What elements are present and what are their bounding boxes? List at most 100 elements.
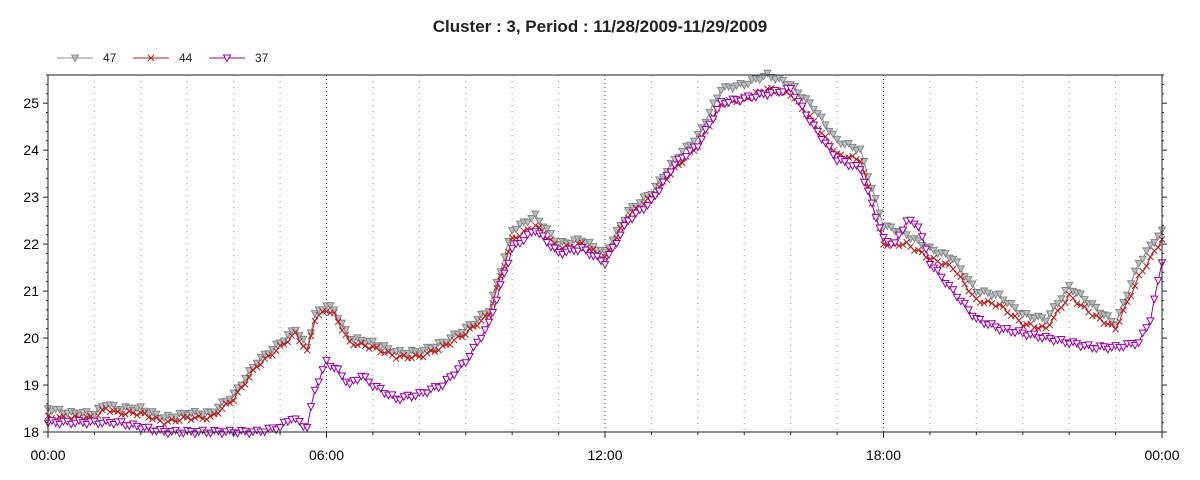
data-point xyxy=(616,231,625,240)
data-point xyxy=(969,290,976,298)
data-point xyxy=(392,355,400,363)
data-point xyxy=(1092,312,1100,319)
data-point xyxy=(817,113,826,122)
data-point xyxy=(233,384,242,393)
data-point xyxy=(1138,255,1147,264)
data-point xyxy=(949,265,957,273)
data-point xyxy=(1069,294,1077,302)
x-tick-label: 00:00 xyxy=(30,447,65,463)
data-point xyxy=(476,334,486,343)
data-point xyxy=(515,239,525,249)
data-point xyxy=(229,389,238,398)
data-point xyxy=(914,246,922,254)
data-point xyxy=(890,239,900,248)
data-point xyxy=(1073,300,1081,308)
data-point xyxy=(47,407,57,416)
x-tick-label: 00:00 xyxy=(1144,447,1179,463)
data-point xyxy=(466,325,473,332)
data-point xyxy=(964,276,973,284)
data-point xyxy=(318,366,327,375)
x-tick-label: 06:00 xyxy=(309,447,344,463)
data-point xyxy=(302,424,312,433)
data-point xyxy=(252,359,262,368)
data-point xyxy=(995,290,1004,299)
data-point xyxy=(728,85,737,93)
y-tick-label: 25 xyxy=(23,95,39,111)
data-point xyxy=(306,403,316,412)
data-point xyxy=(938,261,945,269)
data-point xyxy=(461,323,470,332)
series-47 xyxy=(43,69,1167,423)
data-point xyxy=(257,361,265,369)
data-point xyxy=(550,244,560,253)
data-point xyxy=(523,218,532,227)
data-point xyxy=(542,239,552,248)
data-point xyxy=(484,318,494,327)
data-point xyxy=(1015,317,1023,324)
data-point xyxy=(1146,317,1155,326)
data-point xyxy=(1146,241,1155,250)
data-point xyxy=(1119,299,1128,307)
data-point xyxy=(275,423,285,433)
data-point xyxy=(222,54,232,63)
data-point xyxy=(203,415,210,423)
data-point xyxy=(303,346,311,354)
data-point xyxy=(933,266,942,275)
data-point xyxy=(512,234,520,242)
data-point xyxy=(244,367,254,375)
data-point xyxy=(906,216,915,225)
data-point xyxy=(953,270,961,278)
data-point xyxy=(449,371,459,380)
data-point xyxy=(736,97,745,106)
data-point xyxy=(693,143,703,152)
data-point xyxy=(207,413,214,420)
data-point xyxy=(863,173,873,182)
data-point xyxy=(106,408,114,416)
data-point xyxy=(957,273,965,281)
data-point xyxy=(1042,324,1050,332)
data-point xyxy=(724,99,734,108)
data-point xyxy=(913,223,923,232)
data-point xyxy=(70,54,80,63)
data-point xyxy=(867,199,877,208)
data-point xyxy=(654,187,664,196)
data-point xyxy=(685,147,695,156)
legend-label: 47 xyxy=(103,51,117,65)
data-point xyxy=(361,342,369,350)
data-point xyxy=(480,326,490,335)
data-point xyxy=(1154,244,1162,251)
data-point xyxy=(271,426,281,435)
data-point xyxy=(125,408,133,415)
data-point xyxy=(666,168,676,177)
data-point xyxy=(1064,340,1074,349)
data-point xyxy=(643,202,652,211)
data-point xyxy=(755,76,764,85)
data-point xyxy=(1034,324,1042,332)
data-point xyxy=(168,415,176,423)
data-point xyxy=(311,317,319,325)
data-point xyxy=(716,86,726,95)
data-point xyxy=(109,401,118,410)
data-point xyxy=(354,341,361,349)
data-point xyxy=(1112,325,1119,333)
data-point xyxy=(280,341,288,348)
data-point xyxy=(500,269,509,278)
data-point xyxy=(1123,298,1131,306)
data-point xyxy=(326,302,335,311)
data-point xyxy=(1045,310,1054,319)
data-point xyxy=(639,206,649,215)
data-point xyxy=(515,220,525,229)
data-point xyxy=(82,420,92,429)
data-point xyxy=(899,241,907,249)
data-point xyxy=(1046,321,1054,329)
data-point xyxy=(612,239,621,249)
data-point xyxy=(1057,295,1066,304)
y-axis: 18 19 20 21 22 23 24 25 xyxy=(23,74,1167,440)
data-point xyxy=(411,392,420,401)
data-point xyxy=(1134,339,1144,348)
data-point xyxy=(1061,287,1070,295)
data-point xyxy=(751,93,761,102)
data-point xyxy=(561,248,571,257)
data-point xyxy=(984,297,992,305)
data-point xyxy=(511,225,521,234)
